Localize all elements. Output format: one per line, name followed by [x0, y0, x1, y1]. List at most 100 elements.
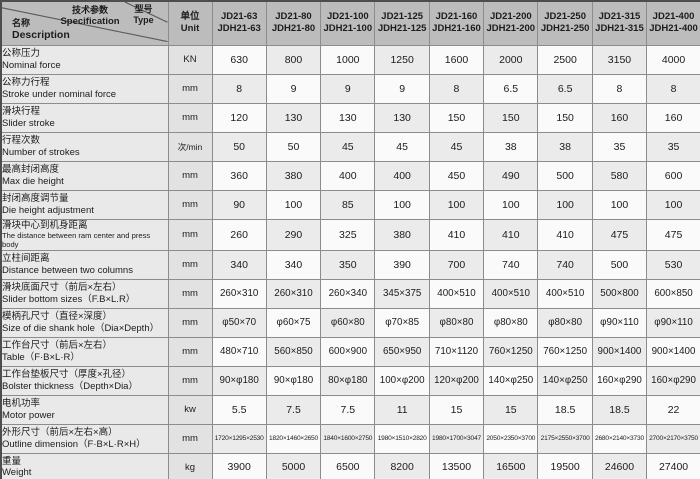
row-label: 电机功率 Motor power: [0, 394, 169, 425]
row-label-en: Max die height: [2, 175, 64, 187]
value-cell: φ60×80: [320, 307, 376, 338]
model-column-header: JD21-100 JDH21-100: [320, 0, 376, 46]
row-label-en: Bolster thickness（Depth×Dia）: [2, 380, 138, 392]
value-cell: 100×φ200: [374, 365, 430, 396]
model-jdh: JDH21-160: [432, 23, 481, 35]
value-cell: 16500: [483, 452, 539, 479]
model-column-header: JD21-200 JDH21-200: [483, 0, 539, 46]
row-label-en: Number of strokes: [2, 146, 80, 158]
unit-cell: mm: [167, 278, 213, 309]
model-jdh: JDH21-315: [595, 23, 644, 35]
model-column-header: JD21-80 JDH21-80: [265, 0, 322, 46]
value-cell: 8: [646, 73, 700, 104]
value-cell: 490: [483, 160, 539, 191]
value-cell: 340: [265, 249, 322, 280]
model-jd: JD21-100: [326, 11, 369, 23]
value-cell: 6500: [320, 452, 376, 479]
value-cell: 9: [265, 73, 322, 104]
value-cell: 140×φ250: [483, 365, 539, 396]
value-cell: 1720×1295×2530: [211, 423, 267, 454]
row-label: 公称力行程 Stroke under nominal force: [0, 73, 169, 104]
value-cell: 140×φ250: [537, 365, 593, 396]
table-row: 立柱间距离 Distance between two columns mm 340 34…: [0, 249, 700, 280]
row-label: 工作台尺寸（前后×左右） Table（F·B×L·R）: [0, 336, 169, 367]
value-cell: 360: [211, 160, 267, 191]
model-column-header: JD21-250 JDH21-250: [537, 0, 593, 46]
row-label-en: Die height adjustment: [2, 204, 94, 216]
unit-cell: mm: [167, 189, 213, 220]
model-jdh: JDH21-125: [377, 23, 427, 35]
unit-cell: mm: [167, 218, 213, 251]
value-cell: 2700×2170×3750: [646, 423, 700, 454]
row-label-zh: 滑块行程: [2, 105, 41, 117]
value-cell: 500: [591, 249, 648, 280]
value-cell: 90×φ180: [211, 365, 267, 396]
value-cell: 2000: [483, 44, 539, 75]
table-row: 滑块行程 Slider stroke mm 120 130 130 130 150 150 150…: [0, 102, 700, 133]
corner-name-en: Description: [12, 29, 70, 42]
row-label-zh: 立柱间距离: [2, 253, 50, 264]
value-cell: 35: [646, 131, 700, 162]
model-jd: JD21-63: [220, 11, 258, 23]
corner-name-zh: 名称: [12, 18, 31, 29]
value-cell: φ80×80: [428, 307, 485, 338]
table-row: 滑块中心到机身距离 The distance between ram center…: [0, 218, 700, 251]
value-cell: 100: [537, 189, 593, 220]
value-cell: 19500: [537, 452, 593, 479]
model-column-header: JD21-63 JDH21-63: [211, 0, 267, 46]
value-cell: 800: [265, 44, 322, 75]
corner-type-zh: 型号: [134, 4, 153, 14]
value-cell: 290: [265, 218, 322, 251]
value-cell: 18.5: [591, 394, 648, 425]
unit-header-en: Unit: [180, 23, 200, 35]
row-label-zh: 模柄孔尺寸（直径×深度）: [2, 311, 113, 322]
value-cell: 740: [483, 249, 539, 280]
table-row: 模柄孔尺寸（直径×深度） Size of die shank hole（Dia×D…: [0, 307, 700, 338]
row-label-en: Stroke under nominal force: [2, 88, 117, 100]
row-label-zh: 公称力行程: [2, 76, 50, 88]
row-label-zh: 滑块中心到机身距离: [2, 219, 88, 231]
model-jdh: JDH21-400: [649, 23, 698, 35]
value-cell: 260: [211, 218, 267, 251]
value-cell: 45: [428, 131, 485, 162]
value-cell: 100: [483, 189, 539, 220]
value-cell: 2500: [537, 44, 593, 75]
value-cell: φ50×70: [211, 307, 267, 338]
value-cell: 18.5: [537, 394, 593, 425]
row-label: 最高封闭高度 Max die height: [0, 160, 169, 191]
value-cell: 700: [428, 249, 485, 280]
value-cell: 160: [591, 102, 648, 133]
unit-cell: mm: [167, 102, 213, 133]
value-cell: 5.5: [211, 394, 267, 425]
row-label: 滑块底面尺寸（前后×左右） Slider bottom sizes（F.B×L.R…: [0, 278, 169, 309]
row-label: 滑块中心到机身距离 The distance between ram center…: [0, 218, 169, 251]
value-cell: 1980×1510×2820: [374, 423, 430, 454]
row-label: 滑块行程 Slider stroke: [0, 102, 169, 133]
value-cell: 560×850: [265, 336, 322, 367]
value-cell: 100: [646, 189, 700, 220]
table-row: 工作台垫板尺寸（厚度×孔径） Bolster thickness（Depth×Di…: [0, 365, 700, 396]
value-cell: 90: [211, 189, 267, 220]
value-cell: 100: [265, 189, 322, 220]
model-jdh: JDH21-100: [323, 23, 373, 35]
unit-cell: kg: [167, 452, 213, 479]
unit-cell: mm: [167, 73, 213, 104]
value-cell: 3150: [591, 44, 648, 75]
value-cell: 410: [428, 218, 485, 251]
value-cell: 11: [374, 394, 430, 425]
unit-cell: 次/min: [167, 131, 213, 162]
corner-spec-label: 技术参数 Specification: [40, 5, 140, 28]
value-cell: 13500: [428, 452, 485, 479]
value-cell: 120: [211, 102, 267, 133]
value-cell: 50: [211, 131, 267, 162]
model-jd: JD21-400: [652, 11, 695, 23]
table-row: 公称力行程 Stroke under nominal force mm 8 9 9 9 8 6.…: [0, 73, 700, 104]
row-label: 工作台垫板尺寸（厚度×孔径） Bolster thickness（Depth×Di…: [0, 365, 169, 396]
row-label-zh: 工作台垫板尺寸（厚度×孔径）: [2, 369, 132, 380]
model-column-header: JD21-125 JDH21-125: [374, 0, 430, 46]
unit-cell: mm: [167, 160, 213, 191]
value-cell: 38: [483, 131, 539, 162]
corner-cell: 技术参数 Specification 型号 Type 名称 Descriptio…: [0, 0, 169, 46]
value-cell: 6.5: [537, 73, 593, 104]
